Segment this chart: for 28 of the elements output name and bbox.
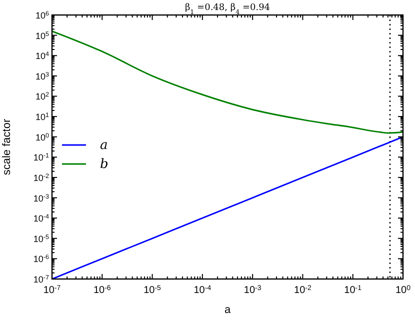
x-tick-label: 10$^{-5}$ bbox=[144, 284, 162, 296]
y-tick-label: 10$^{4}$ bbox=[35, 50, 50, 62]
x-tick-label: 10$^{0}$ bbox=[395, 284, 411, 296]
x-tick-label: 10$^{-4}$ bbox=[194, 284, 212, 296]
y-tick-label: 10$^{2}$ bbox=[35, 91, 50, 102]
y-tick-label: 10$^{-7}$ bbox=[33, 274, 50, 284]
y-tick-label: 10$^{-2}$ bbox=[33, 172, 50, 183]
y-axis-title: scale factor bbox=[1, 118, 13, 176]
line-series bbox=[52, 136, 403, 279]
chart-title: β$_{1}$ =0.48, β$_{4}$ =0.94 bbox=[184, 3, 270, 16]
y-tick-label: 10$^{-4}$ bbox=[33, 213, 50, 224]
y-tick-label: 10$^{0}$ bbox=[35, 132, 50, 142]
x-tick-label: 10$^{-2}$ bbox=[294, 284, 312, 296]
x-tick-label: 10$^{-1}$ bbox=[344, 284, 362, 296]
x-tick-label: 10$^{-3}$ bbox=[244, 284, 262, 296]
y-tick-label: 10$^{6}$ bbox=[35, 10, 50, 20]
y-tick-label: 10$^{-1}$ bbox=[33, 152, 50, 163]
y-tick-label: 10$^{-5}$ bbox=[33, 233, 50, 244]
x-tick-label: 10$^{-6}$ bbox=[93, 284, 111, 296]
y-tick-label: 10$^{3}$ bbox=[35, 70, 50, 82]
x-axis-title: a bbox=[224, 304, 232, 316]
y-tick-label: 10$^{5}$ bbox=[35, 30, 50, 41]
x-tick-label: 10$^{-7}$ bbox=[43, 284, 61, 296]
y-tick-label: 10$^{-6}$ bbox=[33, 254, 50, 264]
legend-label: b bbox=[100, 157, 108, 172]
legend-label: a bbox=[100, 138, 108, 153]
y-tick-label: 10$^{-3}$ bbox=[33, 192, 50, 204]
y-tick-label: 10$^{1}$ bbox=[35, 112, 50, 122]
